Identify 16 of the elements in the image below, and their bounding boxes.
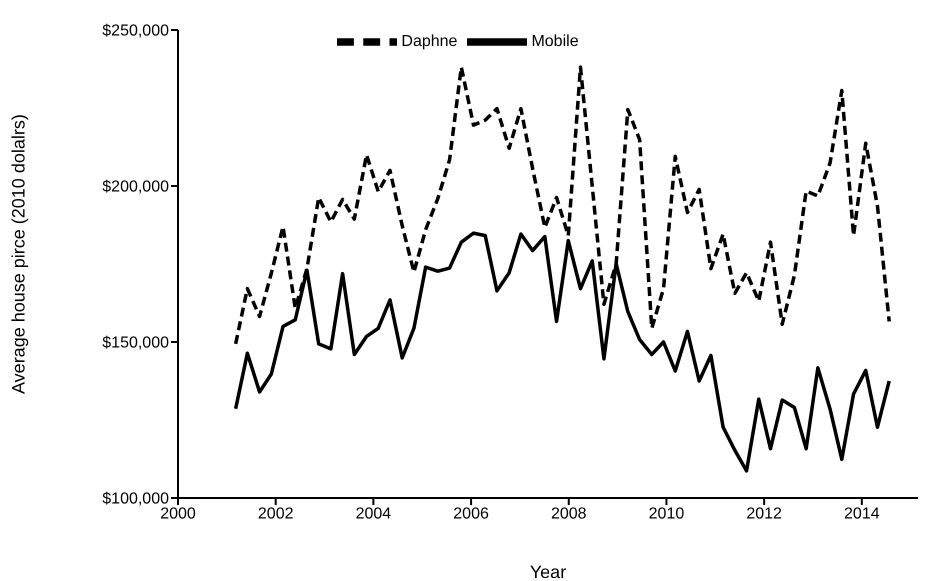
x-tick-label: 2006 bbox=[453, 505, 489, 522]
y-tick-label: $200,000 bbox=[102, 178, 170, 196]
y-tick-label: $250,000 bbox=[102, 22, 170, 40]
y-axis-title: Average house pirce (2010 dolalrs) bbox=[8, 114, 28, 394]
x-tick-label: 2014 bbox=[844, 505, 880, 522]
y-tick-label: $150,000 bbox=[102, 334, 170, 352]
x-tick-label: 2008 bbox=[550, 505, 587, 522]
legend-label: Mobile bbox=[531, 33, 579, 50]
x-tick-label: 2000 bbox=[160, 505, 196, 522]
legend-label: Daphne bbox=[401, 33, 458, 50]
x-tick-label: 2002 bbox=[258, 505, 294, 522]
x-axis-title: Year bbox=[530, 562, 566, 581]
x-tick-label: 2004 bbox=[356, 505, 392, 522]
y-tick-label: $100,000 bbox=[102, 490, 170, 508]
x-tick-label: 2010 bbox=[648, 505, 684, 522]
x-tick-label: 2012 bbox=[746, 505, 782, 522]
